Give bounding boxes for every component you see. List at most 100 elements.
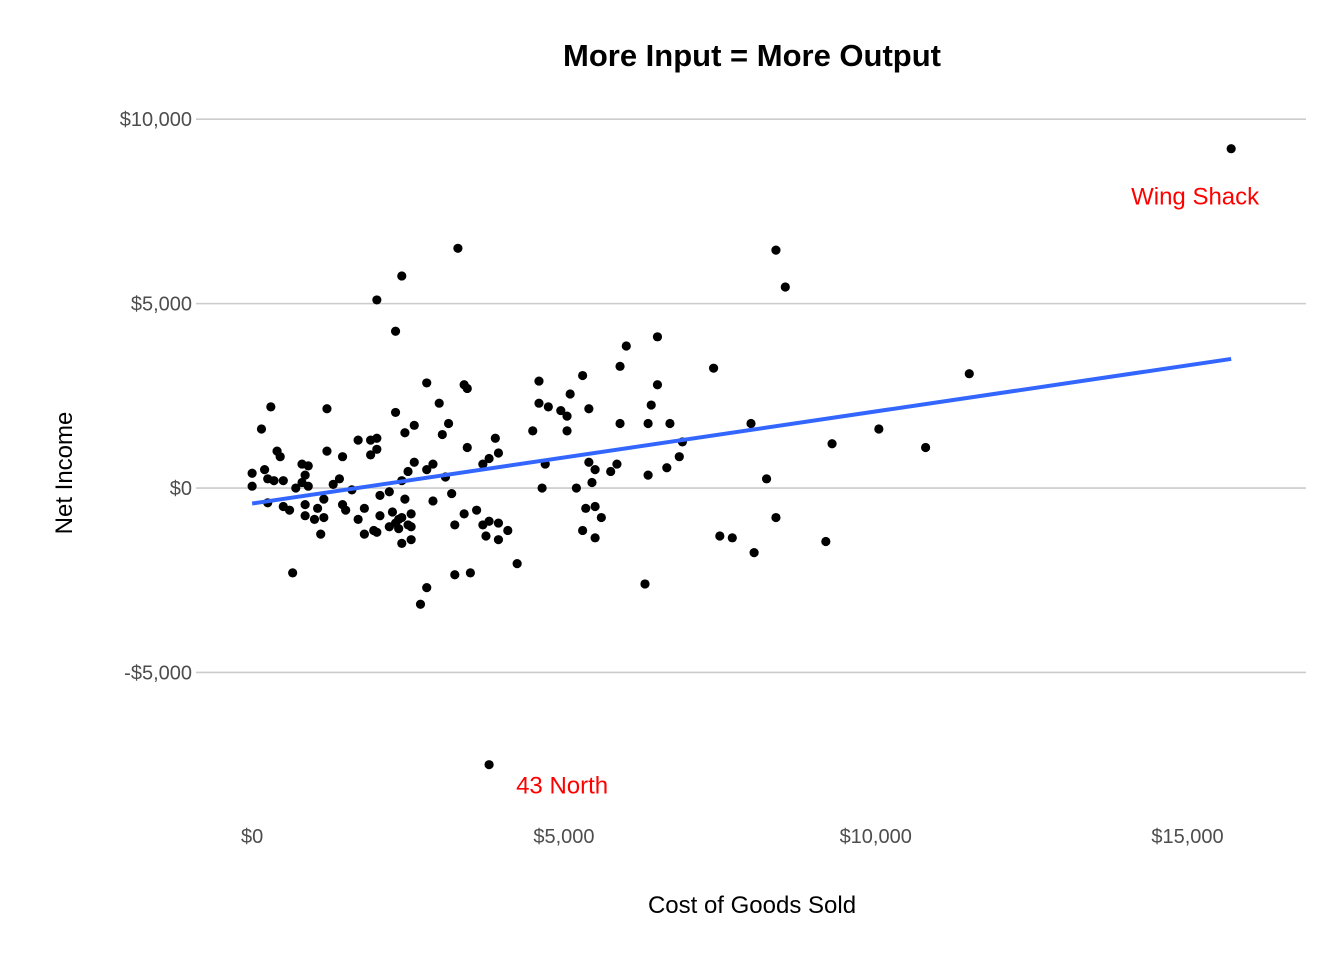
data-point bbox=[612, 459, 622, 469]
x-tick-label: $15,000 bbox=[1151, 826, 1223, 848]
data-point bbox=[403, 466, 413, 477]
data-point bbox=[462, 383, 472, 394]
data-point bbox=[652, 332, 663, 342]
data-point bbox=[387, 507, 398, 517]
data-point bbox=[269, 476, 279, 486]
data-point bbox=[341, 505, 351, 515]
data-point bbox=[319, 494, 329, 504]
data-point bbox=[422, 583, 432, 593]
data-point bbox=[621, 341, 631, 351]
data-point bbox=[372, 433, 382, 443]
data-point bbox=[596, 512, 606, 523]
data-point bbox=[490, 433, 500, 443]
data-point bbox=[397, 538, 407, 548]
data-point bbox=[562, 426, 572, 436]
grid bbox=[196, 118, 1306, 674]
data-point bbox=[372, 444, 382, 454]
data-point bbox=[422, 464, 432, 475]
data-point bbox=[606, 466, 616, 477]
data-point bbox=[406, 535, 416, 545]
data-point bbox=[562, 411, 572, 421]
chart-title: More Input = More Output bbox=[563, 38, 941, 73]
data-point bbox=[453, 243, 463, 253]
data-point bbox=[590, 533, 600, 543]
data-point bbox=[827, 439, 837, 449]
data-point bbox=[372, 295, 382, 305]
data-point bbox=[503, 525, 513, 536]
data-point bbox=[313, 503, 323, 513]
data-point bbox=[375, 490, 385, 501]
data-point bbox=[447, 488, 457, 499]
x-tick-label: $10,000 bbox=[840, 826, 912, 848]
data-point bbox=[537, 483, 547, 493]
data-point bbox=[415, 599, 426, 609]
data-point bbox=[571, 483, 581, 493]
data-point bbox=[443, 418, 454, 429]
regression-line bbox=[251, 356, 1232, 506]
trend-line bbox=[251, 356, 1232, 506]
data-point bbox=[565, 389, 575, 399]
data-point bbox=[322, 446, 332, 456]
data-point bbox=[394, 524, 404, 534]
y-axis-label: Net Income bbox=[51, 412, 78, 535]
data-point bbox=[372, 527, 382, 537]
data-point bbox=[316, 529, 326, 539]
data-point bbox=[359, 529, 369, 539]
data-point bbox=[478, 459, 488, 469]
data-point bbox=[715, 531, 725, 541]
x-tick-label: $0 bbox=[241, 826, 263, 848]
annotations: Wing Shack 43 North bbox=[516, 184, 1260, 800]
data-point bbox=[397, 271, 407, 281]
annotation-label: Wing Shack bbox=[1131, 184, 1260, 211]
y-tick-label: $5,000 bbox=[131, 294, 192, 316]
data-point bbox=[297, 459, 307, 469]
data-point bbox=[300, 500, 310, 510]
data-point bbox=[543, 402, 553, 412]
data-point bbox=[528, 426, 538, 436]
data-point bbox=[319, 512, 329, 523]
data-point bbox=[322, 404, 332, 414]
data-point bbox=[534, 376, 544, 386]
data-point bbox=[384, 522, 394, 532]
data-point bbox=[646, 400, 656, 410]
data-point bbox=[708, 363, 719, 373]
data-point bbox=[291, 483, 301, 493]
data-point bbox=[652, 380, 663, 390]
data-point bbox=[303, 481, 313, 491]
data-point bbox=[478, 520, 488, 530]
x-tick-label: $5,000 bbox=[533, 826, 594, 848]
data-point bbox=[590, 464, 600, 475]
y-tick-label: -$5,000 bbox=[124, 662, 192, 684]
data-point bbox=[581, 503, 591, 513]
data-point bbox=[328, 479, 338, 489]
data-point bbox=[578, 370, 588, 381]
data-point bbox=[337, 452, 348, 462]
data-point bbox=[437, 429, 447, 440]
data-point bbox=[390, 326, 401, 336]
data-point bbox=[406, 522, 416, 532]
data-point bbox=[771, 245, 781, 255]
data-point bbox=[615, 361, 625, 371]
data-point bbox=[534, 398, 544, 408]
data-point bbox=[643, 418, 653, 429]
data-point bbox=[761, 474, 772, 484]
data-point bbox=[459, 509, 469, 519]
data-point bbox=[662, 463, 672, 473]
data-point bbox=[481, 531, 491, 541]
data-point bbox=[288, 568, 298, 578]
data-point bbox=[284, 505, 295, 515]
data-point bbox=[359, 503, 369, 513]
data-point bbox=[484, 760, 494, 770]
data-point bbox=[353, 435, 363, 445]
data-point bbox=[450, 520, 460, 530]
data-point bbox=[409, 457, 419, 467]
data-point bbox=[749, 547, 759, 558]
data-point bbox=[375, 511, 385, 521]
data-point bbox=[334, 474, 345, 484]
data-point bbox=[390, 407, 401, 418]
data-point bbox=[409, 420, 419, 430]
data-point bbox=[472, 505, 482, 515]
data-point bbox=[465, 568, 475, 578]
data-point bbox=[428, 459, 438, 469]
data-point bbox=[727, 533, 737, 543]
